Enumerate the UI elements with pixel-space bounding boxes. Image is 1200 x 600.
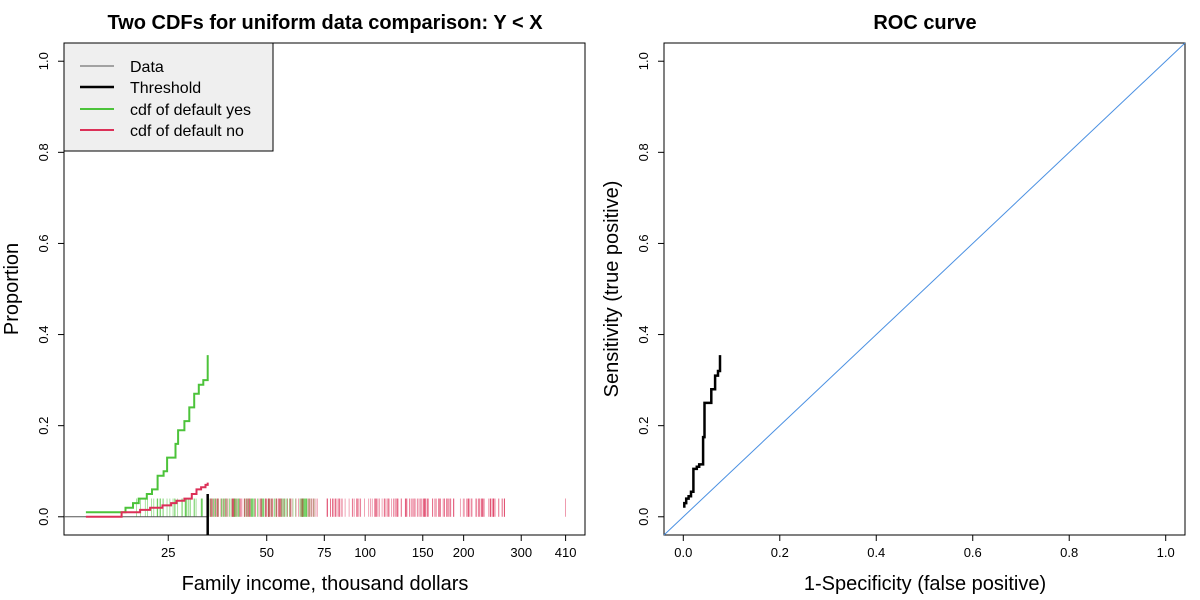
roc-x-axis: 0.0 0.2 0.4 0.6 0.8 1.0 xyxy=(674,535,1175,560)
roc-plot-frame xyxy=(663,42,1186,536)
legend-box xyxy=(63,42,274,152)
y-tick-label: 0.4 xyxy=(636,326,651,344)
cdf-chart-title: Two CDFs for uniform data comparison: Y … xyxy=(107,12,543,34)
x-tick-label: 0.0 xyxy=(674,545,692,560)
legend-label-default-yes: cdf of default yes xyxy=(130,102,251,119)
legend-label-data: Data xyxy=(130,59,164,76)
chance-diagonal-line xyxy=(663,42,1186,536)
y-tick-label: 1.0 xyxy=(36,52,51,70)
cdf-data-layer xyxy=(64,355,566,535)
x-tick-label: 0.2 xyxy=(771,545,789,560)
y-tick-label: 0.0 xyxy=(36,508,51,526)
x-tick-label: 200 xyxy=(453,545,475,560)
y-tick-label: 0.0 xyxy=(636,508,651,526)
roc-curve-line xyxy=(683,355,722,508)
y-tick-label: 1.0 xyxy=(636,52,651,70)
legend-label-default-no: cdf of default no xyxy=(130,123,244,140)
roc-panel: ROC curve 0.0 0.2 0.4 0.6 0.8 1.0 0.00.20.40.… xyxy=(601,12,1186,595)
y-tick-label: 0.6 xyxy=(36,234,51,252)
x-tick-label: 50 xyxy=(259,545,273,560)
cdf-y-axis-label: Proportion xyxy=(1,243,23,335)
cdf-default-no-line xyxy=(85,482,209,518)
y-tick-label: 0.8 xyxy=(36,143,51,161)
x-tick-label: 300 xyxy=(510,545,532,560)
roc-y-axis: 0.0 0.2 0.4 0.6 0.8 1.0 xyxy=(636,52,664,526)
x-tick-label: 0.6 xyxy=(964,545,982,560)
x-tick-label: 100 xyxy=(354,545,376,560)
x-tick-label: 150 xyxy=(412,545,434,560)
x-tick-label: 410 xyxy=(555,545,577,560)
x-tick-label: 0.4 xyxy=(867,545,885,560)
roc-x-axis-label: 1-Specificity (false positive) xyxy=(804,573,1046,595)
y-tick-label: 0.8 xyxy=(636,143,651,161)
x-tick-label: 25 xyxy=(161,545,175,560)
cdf-panel: Two CDFs for uniform data comparison: Y … xyxy=(1,12,586,595)
cdf-legend: Data Threshold cdf of default yes cdf of… xyxy=(63,42,274,152)
roc-chart-title: ROC curve xyxy=(873,12,976,34)
roc-data-layer xyxy=(663,42,1186,536)
cdf-default-yes-line xyxy=(85,355,209,514)
cdf-y-axis: 0.0 0.2 0.4 0.6 0.8 1.0 xyxy=(36,52,64,526)
y-tick-label: 0.2 xyxy=(36,417,51,435)
cdf-x-axis-label: Family income, thousand dollars xyxy=(182,573,469,595)
y-tick-label: 0.2 xyxy=(636,417,651,435)
x-tick-label: 1.0 xyxy=(1157,545,1175,560)
roc-y-axis-label: Sensitivity (true positive) xyxy=(601,181,623,398)
cdf-x-axis: 25 50 75 100 150 200 300 410 xyxy=(161,535,576,560)
x-tick-label: 75 xyxy=(317,545,331,560)
legend-label-threshold: Threshold xyxy=(130,80,201,97)
y-tick-label: 0.4 xyxy=(36,326,51,344)
y-tick-label: 0.6 xyxy=(636,234,651,252)
x-tick-label: 0.8 xyxy=(1060,545,1078,560)
